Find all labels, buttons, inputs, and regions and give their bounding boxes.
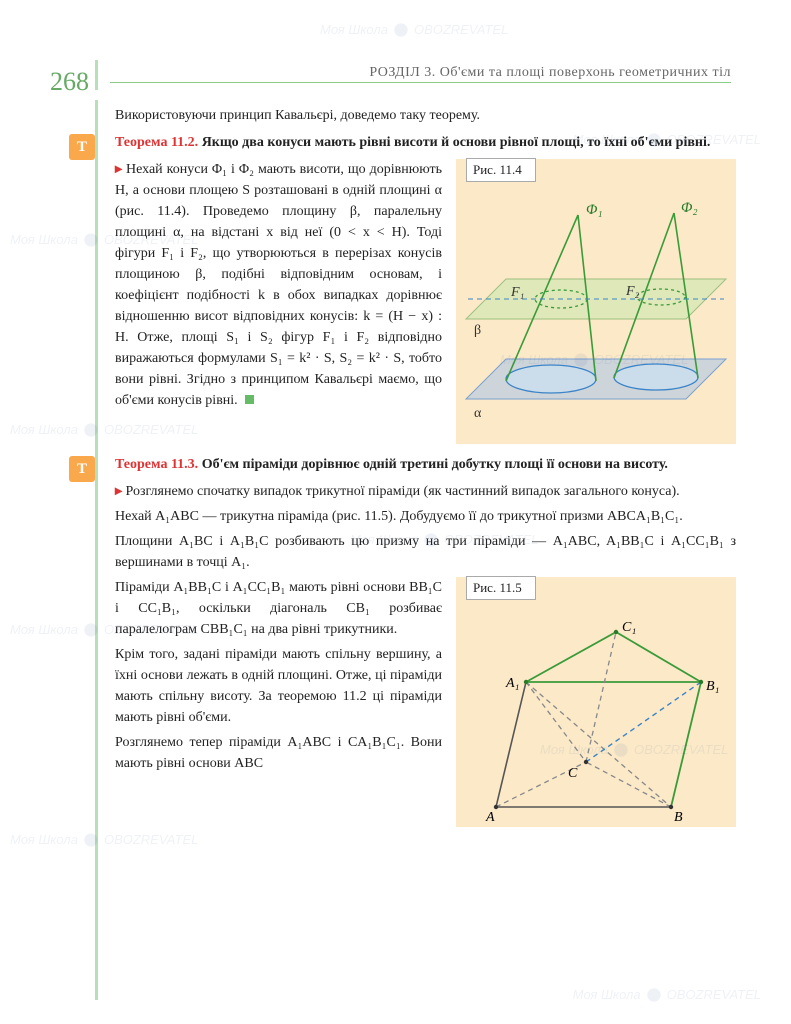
proof-11-3-p4b: Крім того, задані піраміди мають спільну… (115, 644, 442, 728)
figure-label: Рис. 11.5 (466, 576, 536, 600)
svg-text:B₁: B₁ (706, 679, 719, 694)
svg-text:C: C (568, 766, 578, 781)
proof-mark-icon: ▸ (115, 484, 122, 499)
figure-11-4-svg: Φ₁ Φ₂ F₁ F₂ β α (456, 159, 736, 444)
theorem-number: Теорема 11.3. (115, 457, 198, 472)
svg-text:B: B (674, 810, 683, 825)
watermark: Моя ШколаOBOZREVATEL (320, 20, 508, 40)
page-content: Використовуючи принцип Кавальєрі, доведе… (115, 105, 736, 1004)
svg-text:A₁: A₁ (505, 676, 519, 691)
proof-11-3-p4c: Розглянемо тепер піраміди A₁ABC і CA₁B₁C… (115, 732, 442, 774)
theorem-11-3: Т Теорема 11.3. Об'єм піраміди дорівнює … (115, 454, 736, 475)
svg-text:β: β (474, 323, 481, 338)
proof-11-3-col: Піраміди A₁BB₁C і A₁CC₁B₁ мають рівні ос… (115, 577, 442, 778)
theorem-icon: Т (69, 456, 95, 482)
figure-label: Рис. 11.4 (466, 158, 536, 182)
proof-11-3-p3: Площини A₁BC і A₁B₁C розбивають цю призм… (115, 531, 736, 573)
svg-text:α: α (474, 406, 482, 421)
svg-text:C₁: C₁ (622, 620, 636, 635)
figure-11-5: Рис. 11.5 (456, 577, 736, 827)
theorem-body: Об'єм піраміди дорівнює одній третині до… (202, 457, 668, 472)
chapter-title: РОЗДІЛ 3. Об'єми та площі поверхонь геом… (200, 62, 731, 83)
qed-icon (245, 395, 254, 404)
proof-11-3-p2: Нехай A₁ABC — трикутна піраміда (рис. 11… (115, 506, 736, 527)
proof-11-2-text: ▸ Нехай конуси Φ₁ і Φ₂ мають висоти, що … (115, 159, 442, 415)
theorem-icon: Т (69, 134, 95, 160)
theorem-number: Теорема 11.2. (115, 135, 198, 150)
page-number: 268 (50, 62, 89, 101)
proof-11-3-p1: ▸ Розглянемо спочатку випадок трикутної … (115, 481, 736, 502)
figure-11-5-svg: A B C A₁ B₁ C₁ (456, 577, 736, 827)
proof-11-3-p4a: Піраміди A₁BB₁C і A₁CC₁B₁ мають рівні ос… (115, 577, 442, 640)
svg-text:Φ₂: Φ₂ (681, 200, 698, 216)
left-margin-rule (95, 60, 98, 1000)
theorem-11-2: Т Теорема 11.2. Якщо два конуси мають рі… (115, 132, 736, 153)
svg-text:A: A (485, 810, 495, 825)
figure-11-4: Рис. 11.4 (456, 159, 736, 444)
svg-text:Φ₁: Φ₁ (586, 202, 603, 218)
theorem-body: Якщо два конуси мають рівні висоти й осн… (202, 135, 711, 150)
proof-mark-icon: ▸ (115, 162, 122, 177)
svg-text:F₂: F₂ (625, 284, 640, 299)
proof-11-2-body: Нехай конуси Φ₁ і Φ₂ мають висоти, що до… (115, 162, 442, 408)
svg-text:F₁: F₁ (510, 285, 524, 300)
intro-paragraph: Використовуючи принцип Кавальєрі, доведе… (115, 105, 736, 126)
